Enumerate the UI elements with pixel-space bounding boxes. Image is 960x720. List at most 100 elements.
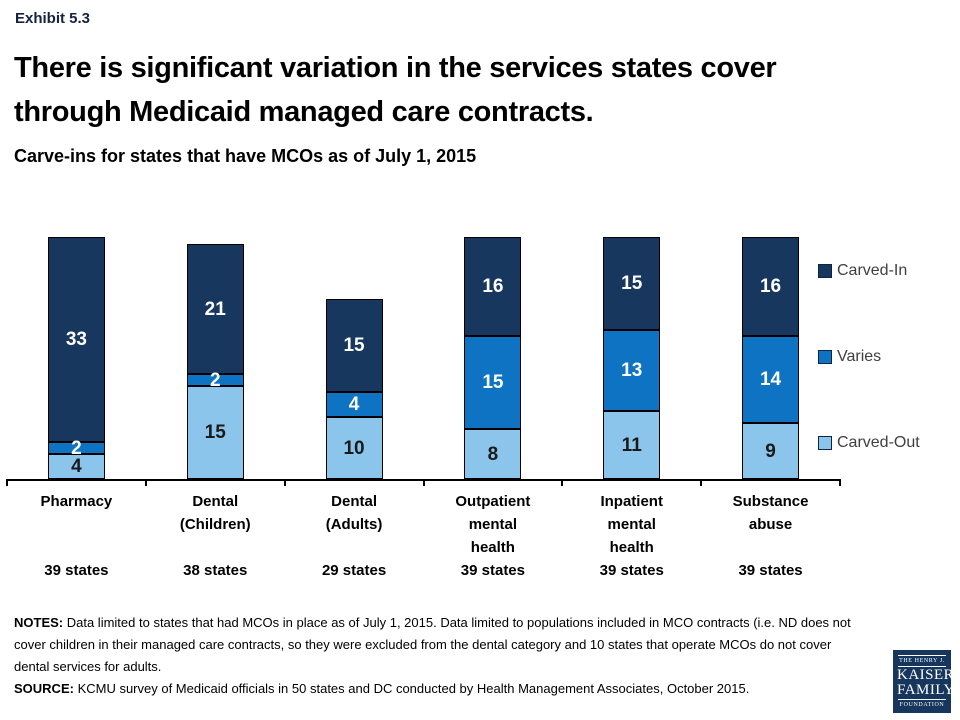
category-label-line: health — [470, 539, 515, 556]
bar-value-label: 13 — [621, 360, 643, 381]
axis-tick — [144, 479, 147, 486]
bar-segment-carved-in: 33 — [47, 237, 105, 442]
category-label-pharmacy: Pharmacy — [7, 490, 146, 559]
bar-value-label: 4 — [71, 456, 82, 477]
bar-segment-carved-in: 15 — [603, 237, 661, 330]
axis-tick — [700, 479, 703, 486]
bar-value-label: 4 — [348, 394, 360, 415]
axis-tick — [6, 479, 8, 486]
bar-value-label: 9 — [765, 440, 776, 462]
category-label-line: Inpatient — [600, 493, 663, 510]
legend-swatch-varies — [818, 350, 832, 364]
notes-paragraph: NOTES: Data limited to states that had M… — [14, 612, 870, 678]
category-label-line: mental — [607, 516, 656, 533]
category-label-line: mental — [468, 516, 518, 533]
bar-segment-carved-in: 21 — [186, 244, 244, 374]
bar-value-label: 10 — [343, 437, 365, 459]
category-label-outpatient-mental-health: Outpatient mental health — [423, 490, 562, 559]
notes-text: Data limited to states that had MCOs in … — [14, 615, 851, 674]
page-title: There is significant variation in the se… — [14, 46, 934, 134]
bar-column-outpatient-mental-health: 16 15 8 — [423, 230, 562, 479]
category-label-substance-abuse: Substance abuse — [701, 490, 840, 559]
notes-block: NOTES: Data limited to states that had M… — [14, 612, 870, 700]
bar-segment-varies: 15 — [464, 336, 522, 429]
bar-segment-carved-out: 11 — [603, 411, 661, 479]
category-label-line: Outpatient — [455, 493, 531, 510]
bar-segment-varies: 4 — [325, 392, 383, 417]
logo-rule — [898, 655, 946, 656]
bar-segment-varies: 2 — [186, 371, 244, 390]
axis-tick — [561, 479, 564, 486]
logo-rule — [898, 666, 946, 667]
bar-value-label: 21 — [204, 298, 226, 320]
kaiser-family-foundation-logo: THE HENRY J. KAISER FAMILY FOUNDATION — [893, 650, 955, 713]
bar-value-label: 11 — [621, 434, 642, 456]
category-states-row: 39 states 38 states 29 states 39 states 39 s… — [7, 562, 840, 579]
bar-segment-carved-out: 8 — [464, 429, 522, 479]
bar-value-label: 15 — [621, 273, 643, 294]
category-label-line: abuse — [748, 516, 793, 533]
bar-value-label: 2 — [209, 369, 221, 391]
category-label-line: (Children) — [179, 516, 251, 533]
bar-segment-varies: 2 — [47, 439, 105, 458]
category-label-line: (Adults) — [325, 516, 383, 533]
logo-line-family: FAMILY — [897, 682, 955, 698]
category-label-line: health — [609, 539, 654, 556]
bar-value-label: 16 — [482, 276, 504, 297]
notes-label: NOTES: — [14, 615, 64, 630]
bar-segment-varies: 14 — [742, 336, 800, 423]
bar-value-label: 15 — [482, 372, 504, 393]
bar-column-dental-adults-: 15 4 10 — [285, 230, 424, 479]
legend-label: Carved-Out — [837, 434, 920, 451]
source-label: SOURCE: — [14, 681, 74, 696]
legend-item-carved-in: Carved-In — [818, 262, 920, 280]
bar-segment-carved-in: 15 — [325, 299, 383, 392]
bar-value-label: 33 — [65, 329, 87, 350]
chart-subtitle: Carve-ins for states that have MCOs as o… — [14, 146, 477, 166]
category-label-line: Dental — [331, 493, 377, 510]
bar-segment-carved-out: 9 — [742, 423, 800, 479]
axis-tick — [283, 479, 286, 486]
bar-column-pharmacy: 33 2 4 — [7, 230, 146, 479]
category-states-count: 29 states — [321, 562, 387, 579]
category-label-dental-children-: Dental (Children) — [146, 490, 285, 559]
exhibit-number: Exhibit 5.3 — [15, 10, 91, 27]
bar-segment-carved-out: 10 — [325, 417, 383, 479]
category-states-count: 39 states — [460, 562, 525, 579]
bar-column-inpatient-mental-health: 15 13 11 — [562, 230, 701, 479]
legend-item-carved-out: Carved-Out — [818, 434, 920, 452]
category-label-line: Pharmacy — [40, 493, 113, 510]
logo-line-henry: THE HENRY J. — [899, 658, 945, 664]
bar-segment-carved-in: 16 — [464, 237, 522, 336]
x-axis — [6, 479, 841, 487]
bar-segment-carved-out: 4 — [47, 454, 105, 479]
page-title-line2: through Medicaid managed care contracts. — [14, 96, 594, 128]
bar-value-label: 8 — [487, 443, 499, 465]
category-states-count: 39 states — [599, 562, 664, 579]
source-paragraph: SOURCE: KCMU survey of Medicaid official… — [14, 678, 870, 700]
legend-label: Carved-In — [837, 262, 908, 279]
legend-swatch-carved-in — [818, 264, 832, 278]
axis-tick — [422, 479, 425, 486]
bar-value-label: 15 — [343, 335, 365, 356]
category-label-line: Dental — [192, 493, 239, 510]
logo-line-foundation: FOUNDATION — [899, 702, 945, 708]
bar-value-label: 14 — [759, 369, 782, 390]
category-label-dental-adults-: Dental (Adults) — [285, 490, 424, 559]
bar-segment-varies: 13 — [603, 330, 661, 411]
bar-column-dental-children-: 21 2 15 — [146, 230, 285, 479]
category-labels-row: Pharmacy Dental (Children) Dental (Adults) Ou… — [7, 490, 840, 559]
bar-column-substance-abuse: 16 14 9 — [701, 230, 840, 479]
bar-value-label: 15 — [204, 422, 226, 443]
chart-legend: Carved-In Varies Carved-Out — [818, 262, 920, 520]
logo-line-kaiser: KAISER — [897, 667, 955, 683]
category-label-line: Substance — [732, 493, 809, 510]
legend-label: Varies — [837, 348, 882, 365]
legend-swatch-carved-out — [818, 436, 832, 450]
page-title-line1: There is significant variation in the se… — [14, 52, 777, 84]
bar-value-label: 16 — [759, 276, 782, 297]
axis-tick — [839, 479, 841, 486]
category-label-inpatient-mental-health: Inpatient mental health — [562, 490, 701, 559]
category-states-count: 38 states — [183, 562, 248, 579]
logo-rule — [898, 699, 946, 700]
